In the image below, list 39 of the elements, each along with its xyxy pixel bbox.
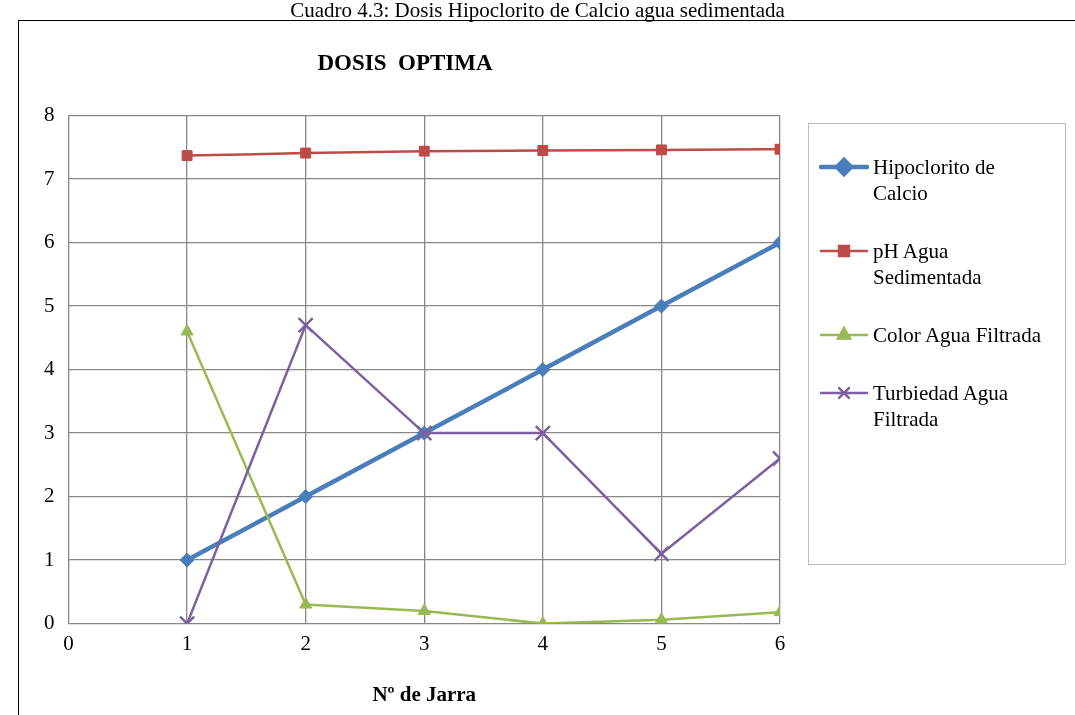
point: [298, 489, 314, 505]
x-tick-label: 6: [774, 630, 786, 655]
y-tick-label: 3: [44, 419, 55, 444]
point: [653, 545, 670, 563]
x-tick-label: 1: [181, 630, 193, 655]
chart-title: DOSIS OPTIMA: [317, 49, 493, 75]
y-tick-label: 4: [44, 356, 55, 381]
point: [180, 324, 194, 336]
point: [534, 424, 552, 442]
y-tick-label: 6: [44, 229, 55, 254]
x-axis-title: Nº de Jarra: [372, 681, 477, 706]
legend-label: Hipoclorito de Calcio: [873, 154, 996, 206]
point: [537, 145, 549, 156]
point: [299, 597, 313, 609]
x-tick-label: 3: [419, 630, 430, 655]
point: [300, 147, 312, 159]
legend-label: Turbiedad Agua Filtrada: [873, 380, 1010, 432]
point: [417, 603, 431, 615]
y-tick-label: 7: [44, 165, 55, 190]
y-tick-label: 1: [44, 546, 55, 571]
x-tick-label: 2: [300, 630, 311, 655]
point: [655, 144, 667, 156]
x-tick-label: 5: [656, 630, 667, 655]
point: [297, 316, 314, 334]
y-tick-label: 8: [44, 102, 55, 127]
point: [179, 552, 195, 568]
point: [418, 145, 430, 157]
text: Cuadro 4.3: Dosis Hipoclorito de Calcio agua sedimentada: [289, 0, 786, 22]
y-tick-label: 5: [44, 292, 55, 317]
legend-label: Color Agua Filtrada: [873, 322, 1042, 348]
point: [654, 612, 668, 624]
y-tick-label: 2: [44, 483, 55, 508]
legend-label: pH Agua Sedimentada: [873, 238, 983, 290]
x-tick-label: 4: [537, 630, 549, 655]
point: [181, 150, 193, 162]
point: [535, 362, 551, 378]
point: [653, 298, 669, 314]
x-tick-label: 0: [63, 630, 74, 655]
y-tick-label: 0: [44, 610, 55, 635]
